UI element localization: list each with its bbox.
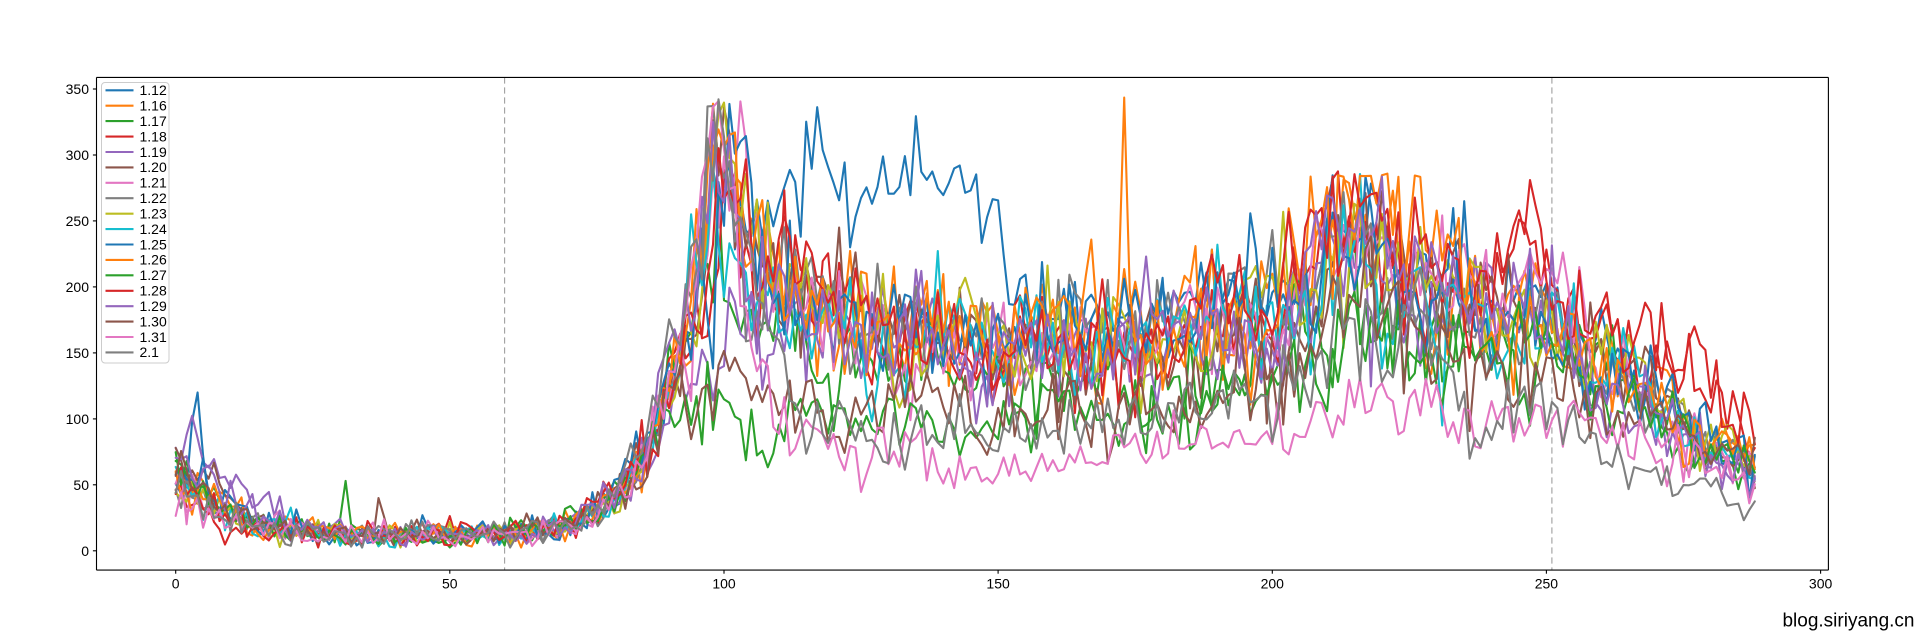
svg-text:50: 50 (442, 576, 458, 592)
svg-text:0: 0 (172, 576, 180, 592)
svg-text:1.16: 1.16 (140, 98, 167, 114)
svg-text:50: 50 (73, 477, 89, 493)
svg-text:150: 150 (66, 345, 90, 361)
svg-text:1.22: 1.22 (140, 190, 167, 206)
svg-text:100: 100 (712, 576, 736, 592)
svg-text:1.27: 1.27 (140, 267, 167, 283)
svg-text:100: 100 (66, 411, 90, 427)
svg-text:250: 250 (1535, 576, 1559, 592)
svg-text:1.31: 1.31 (140, 329, 167, 345)
svg-text:1.20: 1.20 (140, 159, 167, 175)
svg-text:2.1: 2.1 (140, 344, 160, 360)
svg-text:300: 300 (1809, 576, 1833, 592)
svg-text:1.12: 1.12 (140, 82, 167, 98)
svg-text:1.21: 1.21 (140, 175, 167, 191)
svg-text:1.30: 1.30 (140, 313, 167, 329)
svg-text:1.24: 1.24 (140, 221, 167, 237)
svg-text:1.23: 1.23 (140, 206, 167, 222)
svg-text:1.26: 1.26 (140, 252, 167, 268)
svg-text:350: 350 (66, 81, 90, 97)
svg-text:300: 300 (66, 147, 90, 163)
svg-text:200: 200 (66, 279, 90, 295)
svg-text:0: 0 (81, 543, 89, 559)
svg-text:1.28: 1.28 (140, 283, 167, 299)
svg-text:blog.siriyang.cn: blog.siriyang.cn (1782, 611, 1914, 632)
svg-text:1.29: 1.29 (140, 298, 167, 314)
svg-text:200: 200 (1261, 576, 1285, 592)
svg-text:1.17: 1.17 (140, 113, 167, 129)
svg-text:1.19: 1.19 (140, 144, 167, 160)
svg-text:1.25: 1.25 (140, 236, 167, 252)
svg-text:150: 150 (986, 576, 1010, 592)
svg-text:250: 250 (66, 213, 90, 229)
svg-text:1.18: 1.18 (140, 128, 167, 144)
